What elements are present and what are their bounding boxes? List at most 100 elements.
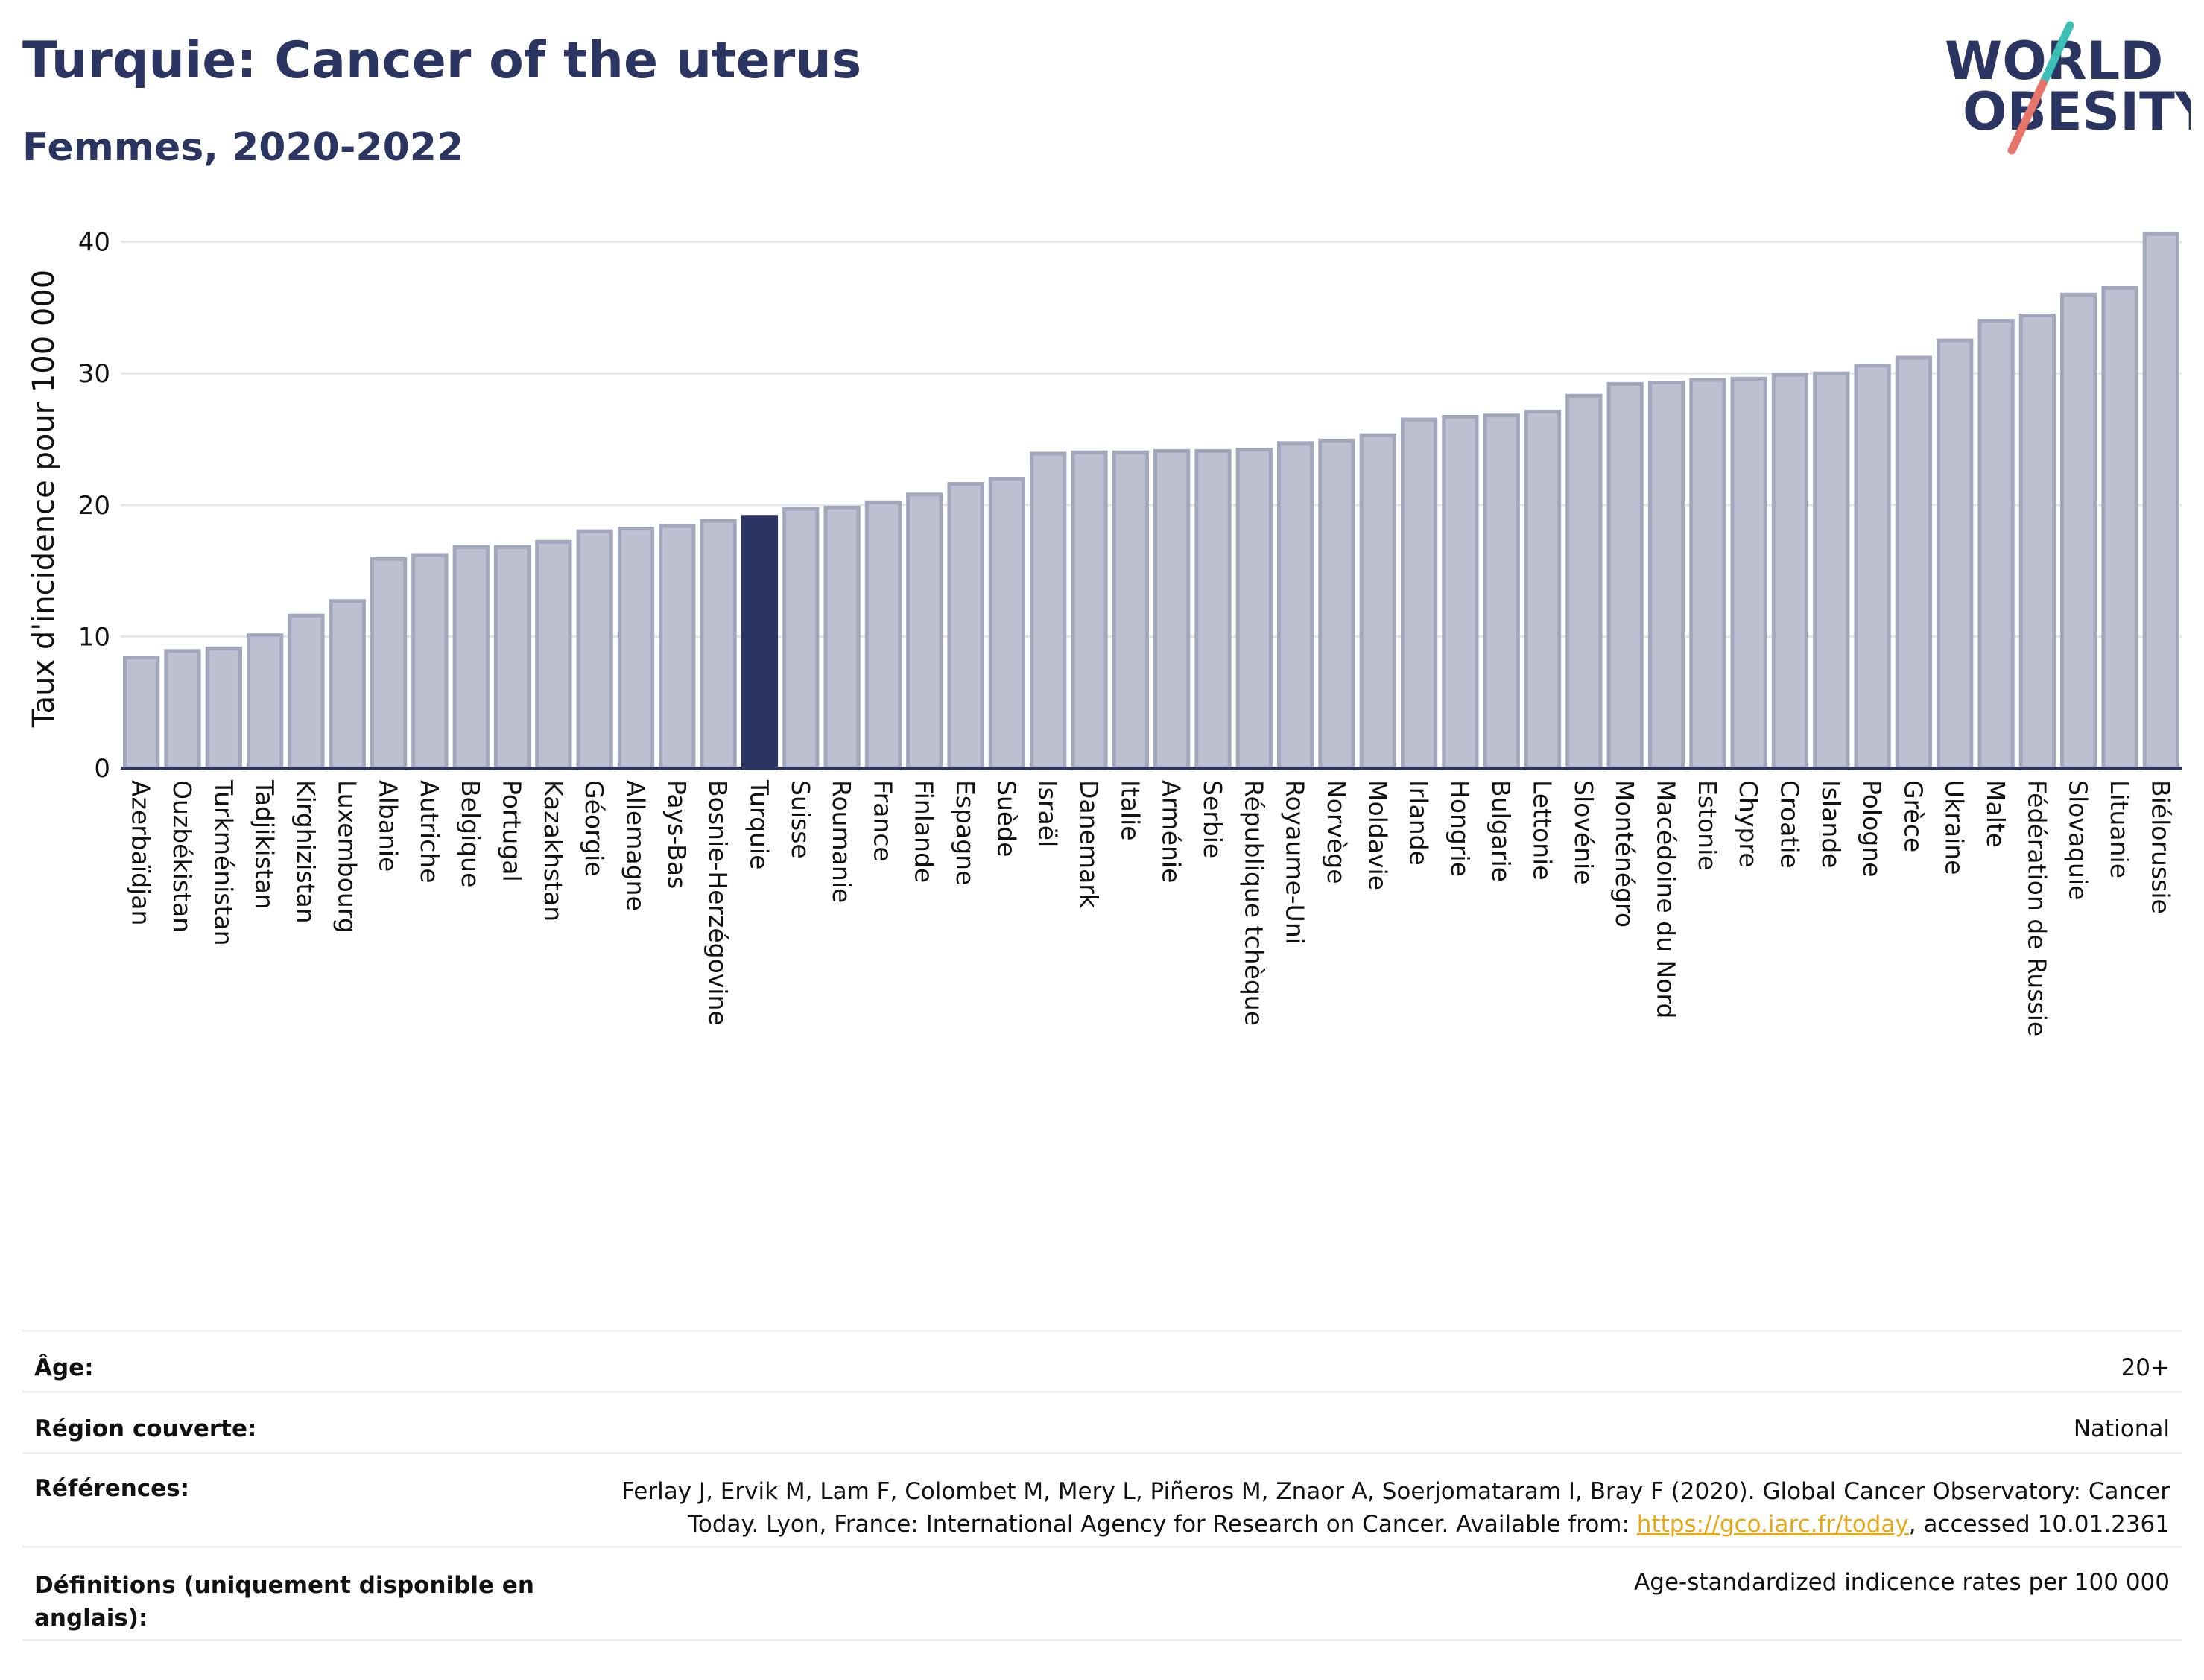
region-value: National: [2073, 1416, 2170, 1442]
y-tick-labels: 0 10 20 30 40: [78, 228, 110, 784]
definitions-label-line1: Définitions (uniquement disponible en: [34, 1572, 534, 1599]
x-tick-label: Albanie: [374, 780, 403, 872]
x-tick-label: Slovaquie: [2064, 780, 2093, 900]
x-tick-label: Espagne: [951, 780, 980, 885]
info-row-age: Âge: 20+: [22, 1330, 2182, 1393]
info-row-definitions: Définitions (uniquement disponible en an…: [22, 1546, 2182, 1641]
bar-Espagne: [947, 482, 984, 770]
x-tick-label: Pays-Bas: [662, 780, 691, 889]
x-tick-label: Grèce: [1899, 780, 1928, 852]
logo-slash-coral: [2007, 79, 2048, 155]
definitions-value: Age-standardized indicence rates per 100…: [1634, 1569, 2170, 1596]
x-tick-label: Suisse: [786, 780, 815, 859]
bar-Grèce: [1895, 355, 1933, 770]
x-tick-labels: Azerbaïdjan Ouzbékistan Turkménistan Tadjik…: [127, 779, 2176, 1036]
bar-Biélorussie: [2142, 232, 2179, 770]
x-tick-label: Kazakhstan: [539, 780, 568, 922]
x-tick-label: Azerbaïdjan: [127, 780, 156, 925]
x-tick-label: Italie: [1115, 780, 1144, 841]
x-tick-label: Bosnie-Herzégovine: [703, 780, 732, 1026]
age-value: 20+: [2121, 1354, 2170, 1381]
bar-Macédoine du Nord: [1647, 381, 1685, 770]
bar-Lettonie: [1524, 409, 1562, 770]
y-tick-label: 40: [78, 228, 110, 258]
x-tick-label: Ouzbékistan: [168, 780, 197, 933]
references-line2: Today. Lyon, France: International Agenc…: [621, 1508, 2170, 1541]
bar-Hongrie: [1442, 415, 1479, 770]
bar-Moldavie: [1359, 433, 1396, 770]
age-label: Âge:: [34, 1354, 94, 1381]
bar-Slovénie: [1565, 393, 1603, 770]
x-tick-label: Monténégro: [1610, 780, 1639, 928]
x-tick-label: Portugal: [498, 780, 527, 882]
x-tick-label: Chypre: [1734, 780, 1763, 868]
x-tick-label: Bulgarie: [1486, 780, 1516, 882]
bar-Irlande: [1400, 417, 1438, 770]
bar-Turkménistan: [205, 646, 242, 770]
y-tick-label: 20: [78, 491, 110, 521]
bar-Monténégro: [1606, 381, 1644, 770]
definitions-label-line2: anglais):: [34, 1605, 148, 1632]
bar-chart: 0 10 20 30 40 Azerbaïdjan Ouzbékistan Turkméni…: [27, 228, 2182, 1036]
bar-Italie: [1112, 450, 1149, 770]
bar-Ouzbékistan: [164, 649, 201, 770]
x-tick-label: Turquie: [744, 779, 773, 869]
references-line1: Ferlay J, Ervik M, Lam F, Colombet M, Me…: [621, 1478, 2170, 1505]
bar-Bulgarie: [1483, 413, 1520, 770]
x-tick-label: Islande: [1817, 780, 1846, 868]
x-tick-label: Turkménistan: [209, 779, 238, 946]
bar-Portugal: [493, 545, 531, 770]
bar-Kazakhstan: [535, 539, 572, 770]
bar-Malte: [1977, 319, 2015, 770]
bar-Turquie: [741, 515, 779, 770]
region-label: Région couverte:: [34, 1416, 257, 1442]
references-label: Références:: [34, 1475, 190, 1502]
bar-Arménie: [1153, 448, 1191, 770]
x-tick-label: Moldavie: [1363, 780, 1392, 890]
x-tick-label: France: [868, 780, 897, 862]
x-tick-label: Danemark: [1074, 780, 1103, 909]
x-tick-label: Roumanie: [827, 780, 856, 903]
x-tick-label: Hongrie: [1445, 780, 1475, 877]
x-tick-label: Pologne: [1858, 780, 1887, 877]
y-tick-label: 0: [94, 754, 110, 784]
references-line2-pre: Today. Lyon, France: International Agenc…: [688, 1511, 1637, 1538]
bar-Ukraine: [1937, 338, 1974, 770]
bar-Tadjikistan: [246, 633, 284, 770]
bar-Pologne: [1854, 364, 1891, 770]
x-tick-label: Malte: [1981, 780, 2010, 848]
bar-Royaume-Uni: [1276, 441, 1314, 770]
bar-Danemark: [1071, 450, 1108, 770]
bar-Azerbaïdjan: [123, 656, 160, 770]
bar-Bosnie-Herzégovine: [700, 519, 737, 770]
bar-Croatie: [1771, 373, 1809, 770]
x-tick-label: Lituanie: [2105, 780, 2134, 878]
bar-Belgique: [452, 545, 490, 770]
bar-Chypre: [1730, 376, 1767, 770]
bar-Islande: [1813, 371, 1850, 770]
x-tick-label: Macédoine du Nord: [1652, 780, 1681, 1018]
x-tick-label: Tadjikistan: [250, 779, 279, 910]
bar-Suède: [988, 477, 1026, 770]
references-value: Ferlay J, Ervik M, Lam F, Colombet M, Me…: [621, 1475, 2170, 1541]
bar-Fédération de Russie: [2018, 314, 2056, 770]
y-axis-label: Taux d'incidence pour 100 000: [27, 270, 61, 728]
x-tick-label: Israël: [1033, 780, 1063, 847]
references-line2-post: , accessed 10.01.2361: [1908, 1511, 2170, 1538]
x-tick-label: Serbie: [1198, 780, 1227, 858]
bar-Lituanie: [2101, 285, 2138, 770]
x-tick-label: Ukraine: [1940, 780, 1969, 875]
definitions-label: Définitions (uniquement disponible en an…: [34, 1569, 534, 1635]
bar-Estonie: [1689, 378, 1726, 770]
bar-Israël: [1030, 451, 1067, 770]
info-row-region: Région couverte: National: [22, 1391, 2182, 1454]
x-tick-label: Géorgie: [580, 780, 609, 876]
x-tick-label: Belgique: [456, 780, 485, 887]
x-tick-label: Autriche: [415, 780, 444, 884]
bars: [123, 232, 2179, 770]
bar-France: [864, 500, 902, 770]
references-link[interactable]: https://gco.iarc.fr/today: [1636, 1511, 1909, 1538]
bar-Finlande: [906, 492, 943, 770]
logo-slash-teal: [2039, 21, 2074, 88]
bar-Autriche: [411, 553, 449, 770]
